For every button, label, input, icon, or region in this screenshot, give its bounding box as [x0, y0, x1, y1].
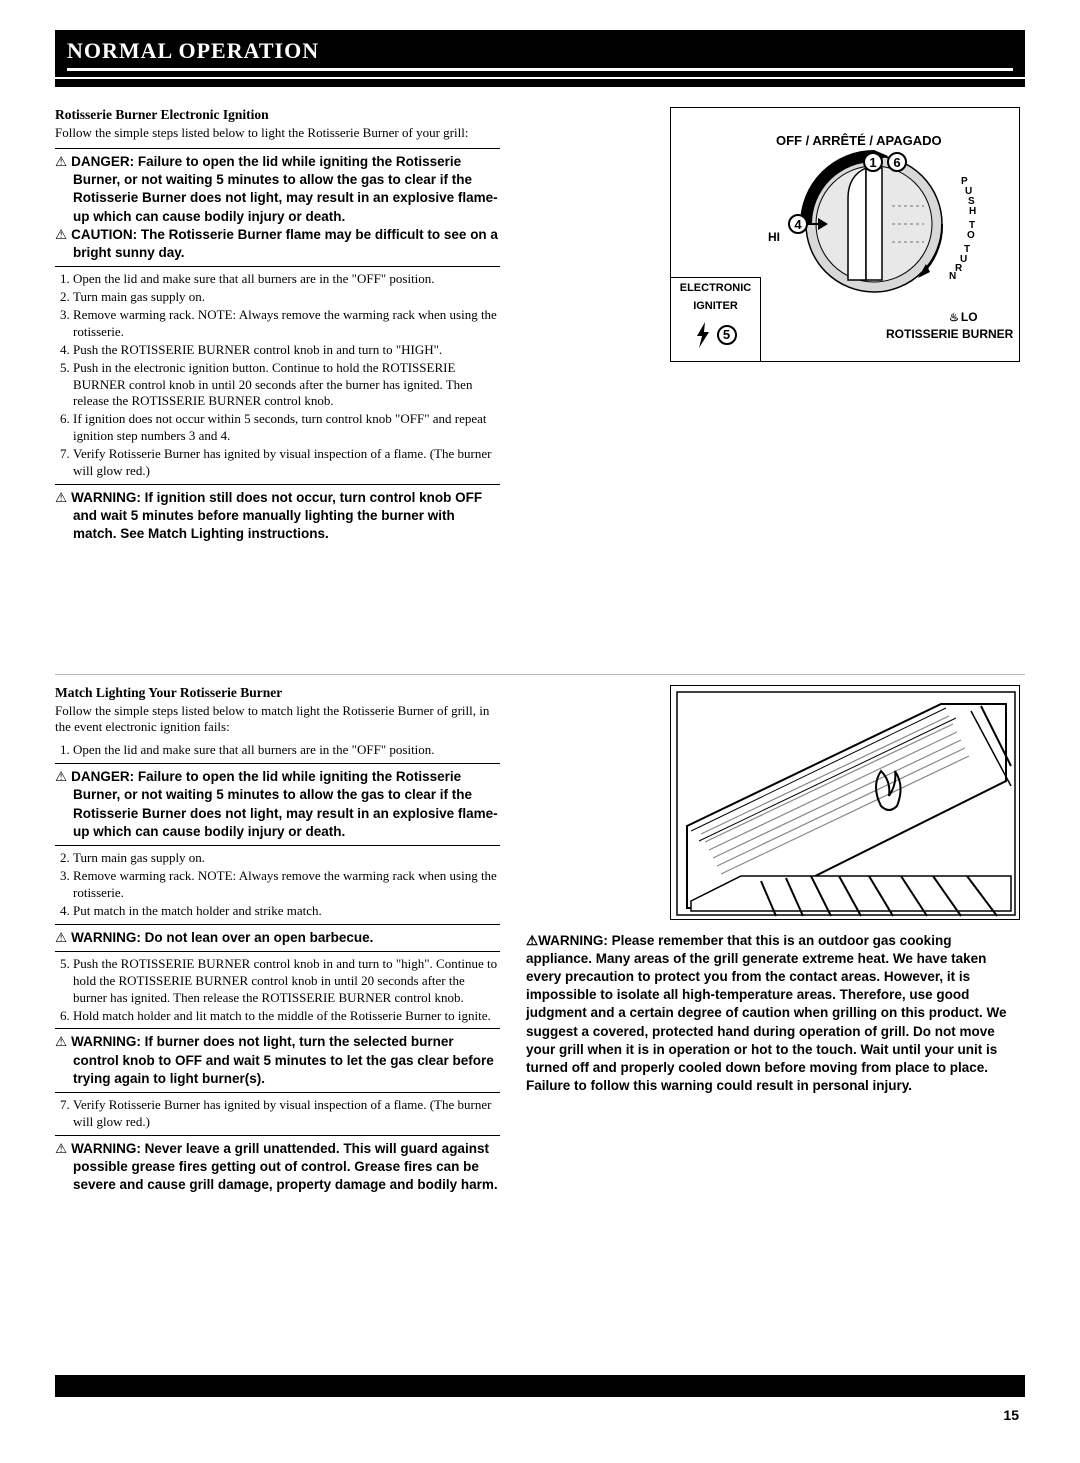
section-1-intro: Follow the simple steps listed below to …: [55, 125, 500, 142]
warning-lean-text: WARNING: Do not lean over an open barbec…: [73, 930, 373, 945]
rule: [55, 845, 500, 846]
circle-5: 5: [717, 325, 737, 345]
step: Remove warming rack. NOTE: Always remove…: [73, 307, 500, 341]
caution-1: CAUTION: The Rotisserie Burner flame may…: [55, 226, 500, 262]
bolt-icon: [695, 322, 711, 348]
step: Push the ROTISSERIE BURNER control knob …: [73, 342, 500, 359]
circle-1: 1: [863, 152, 883, 172]
push-label-o: O: [967, 230, 975, 241]
outdoor-warning: WARNING: Please remember that this is an…: [518, 932, 1025, 1096]
step: Remove warming rack. NOTE: Always remove…: [73, 868, 500, 902]
section-1-right: OFF / ARRÊTÉ / APAGADO 1: [518, 107, 1025, 544]
steps-2c: Push the ROTISSERIE BURNER control knob …: [55, 956, 500, 1025]
circle-4: 4: [788, 214, 808, 234]
steps-2a: Open the lid and make sure that all burn…: [55, 742, 500, 759]
warning-unattended: WARNING: Never leave a grill unattended.…: [55, 1140, 500, 1195]
header-title: NORMAL OPERATION: [67, 38, 1013, 64]
rule: [55, 1135, 500, 1136]
step: Open the lid and make sure that all burn…: [73, 271, 500, 288]
hi-label: HI: [768, 230, 780, 244]
section-1-left: Rotisserie Burner Electronic Ignition Fo…: [55, 107, 500, 544]
burner-diagram: [670, 685, 1020, 920]
warning-ignition: WARNING: If ignition still does not occu…: [55, 489, 500, 544]
igniter-icons: 5: [671, 322, 760, 348]
rule: [55, 1092, 500, 1093]
burner-svg: [671, 686, 1020, 920]
rule: [55, 148, 500, 149]
knob-diagram: OFF / ARRÊTÉ / APAGADO 1: [670, 107, 1020, 362]
step: Verify Rotisserie Burner has ignited by …: [73, 1097, 500, 1131]
section-divider: [55, 674, 1025, 675]
header-bar: NORMAL OPERATION: [55, 30, 1025, 77]
caution-1-text: CAUTION: The Rotisserie Burner flame may…: [73, 227, 498, 260]
rule: [55, 1028, 500, 1029]
rule: [55, 484, 500, 485]
warning-nolight-text: WARNING: If burner does not light, turn …: [73, 1034, 494, 1085]
rule: [55, 763, 500, 764]
step: Push in the electronic ignition button. …: [73, 360, 500, 411]
igniter-box: ELECTRONIC IGNITER 5: [671, 277, 761, 361]
warning-nolight: WARNING: If burner does not light, turn …: [55, 1033, 500, 1088]
rule: [55, 266, 500, 267]
warning-ignition-text: WARNING: If ignition still does not occu…: [73, 490, 482, 541]
step: Push the ROTISSERIE BURNER control knob …: [73, 956, 500, 1007]
page: NORMAL OPERATION Rotisserie Burner Elect…: [0, 0, 1080, 1463]
rotisserie-burner-label: ROTISSERIE BURNER: [886, 327, 1013, 341]
step: Turn main gas supply on.: [73, 289, 500, 306]
header-gap: [55, 79, 1025, 87]
push-label-h: H: [969, 206, 976, 217]
section-2-title: Match Lighting Your Rotisserie Burner: [55, 685, 500, 701]
rule: [55, 924, 500, 925]
danger-2-text: DANGER: Failure to open the lid while ig…: [73, 769, 498, 839]
danger-1: DANGER: Failure to open the lid while ig…: [55, 153, 500, 226]
section-2-intro: Follow the simple steps listed below to …: [55, 703, 500, 737]
danger-2: DANGER: Failure to open the lid while ig…: [55, 768, 500, 841]
igniter-label-2: IGNITER: [671, 300, 760, 314]
igniter-label-1: ELECTRONIC: [671, 282, 760, 296]
push-label-n: N: [949, 271, 956, 282]
step: Verify Rotisserie Burner has ignited by …: [73, 446, 500, 480]
step: Turn main gas supply on.: [73, 850, 500, 867]
step: If ignition does not occur within 5 seco…: [73, 411, 500, 445]
warning-lean: WARNING: Do not lean over an open barbec…: [55, 929, 500, 947]
section-2-right: WARNING: Please remember that this is an…: [518, 685, 1025, 1195]
circle-6: 6: [887, 152, 907, 172]
warning-unattended-text: WARNING: Never leave a grill unattended.…: [73, 1141, 498, 1192]
danger-1-text: DANGER: Failure to open the lid while ig…: [73, 154, 498, 224]
steps-2d: Verify Rotisserie Burner has ignited by …: [55, 1097, 500, 1131]
page-number: 15: [55, 1407, 1025, 1423]
footer-bar: [55, 1375, 1025, 1397]
step: Put match in the match holder and strike…: [73, 903, 500, 920]
steps-2b: Turn main gas supply on. Remove warming …: [55, 850, 500, 920]
steps-1a: Open the lid and make sure that all burn…: [55, 271, 500, 480]
section-2: Match Lighting Your Rotisserie Burner Fo…: [55, 685, 1025, 1195]
lo-label: LO: [949, 310, 978, 324]
step: Hold match holder and lit match to the m…: [73, 1008, 500, 1025]
section-2-left: Match Lighting Your Rotisserie Burner Fo…: [55, 685, 500, 1195]
rule: [55, 951, 500, 952]
section-1: Rotisserie Burner Electronic Ignition Fo…: [55, 107, 1025, 544]
step: Open the lid and make sure that all burn…: [73, 742, 500, 759]
header-underline: [67, 68, 1013, 71]
section-1-title: Rotisserie Burner Electronic Ignition: [55, 107, 500, 123]
